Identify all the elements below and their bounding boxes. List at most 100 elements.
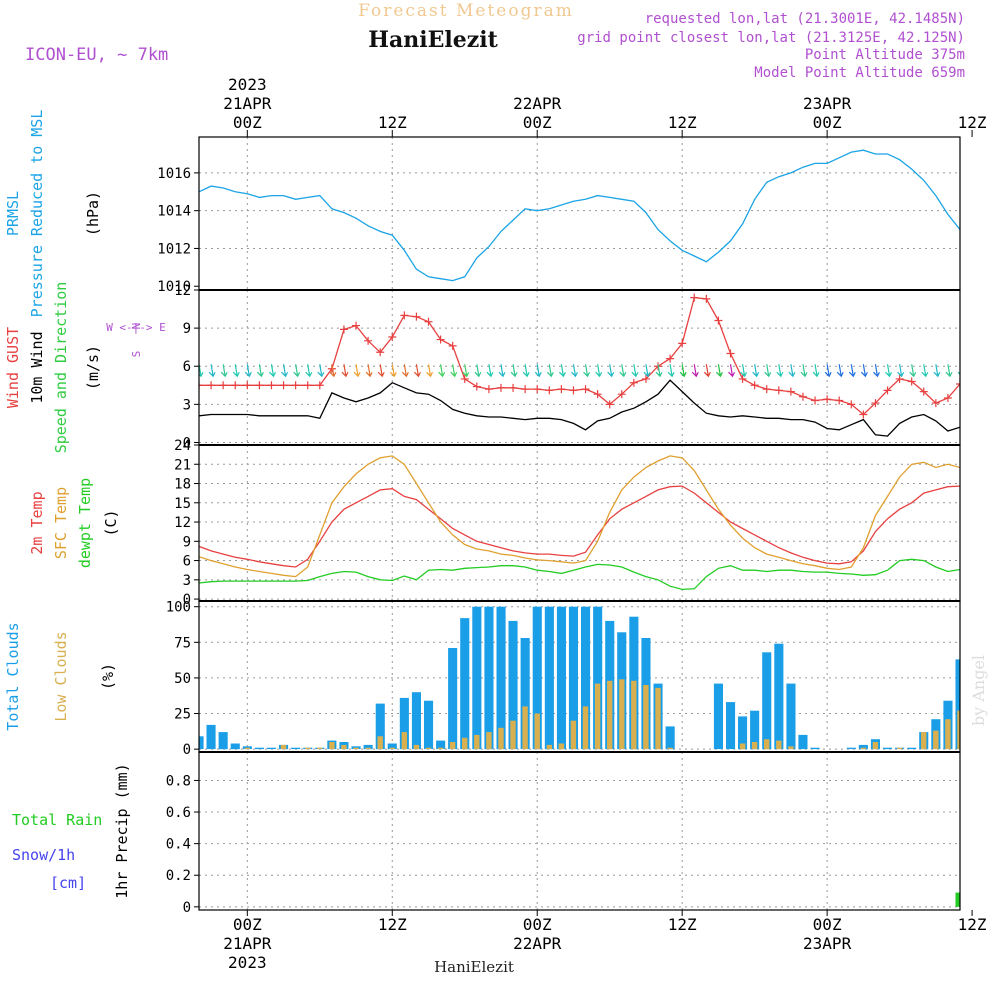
- y-tick-label: 100: [166, 600, 191, 616]
- wind-direction-arrow: [836, 364, 844, 378]
- bar-low-clouds: [751, 742, 758, 750]
- wind-direction-arrow: [293, 364, 301, 378]
- y-tick-label: 1016: [157, 166, 191, 182]
- y-tick-label: 0: [183, 742, 191, 758]
- bar-low-clouds: [462, 737, 468, 750]
- y-tick-label: 75: [174, 635, 191, 651]
- bar-total-clouds: [798, 734, 808, 750]
- bar-total-clouds: [266, 747, 276, 750]
- bar-total-clouds: [351, 746, 361, 750]
- gust-point-marker: [243, 381, 252, 390]
- bar-total-clouds: [992, 702, 1000, 749]
- panel-label: Speed and Direction: [52, 282, 70, 454]
- gust-point-marker: [859, 410, 868, 419]
- bar-total-clouds: [593, 606, 603, 750]
- wind-direction-arrow: [220, 364, 228, 378]
- gust-point-marker: [641, 374, 650, 383]
- panel-label: 10m Wind: [28, 331, 46, 403]
- panel-unit-label: (C): [102, 509, 120, 536]
- gust-point-marker: [726, 349, 735, 358]
- bar-low-clouds: [945, 719, 951, 750]
- panel-label: dewpt Temp: [76, 478, 94, 568]
- wind-direction-arrow: [691, 364, 699, 378]
- bar-total-clouds: [508, 620, 518, 750]
- bar-low-clouds: [389, 747, 395, 750]
- y-tick-label: 15: [174, 496, 191, 512]
- bar-total-clouds: [218, 732, 228, 750]
- wind-direction-arrow: [909, 364, 917, 378]
- gust-point-marker: [919, 387, 928, 396]
- gust-point-marker: [509, 383, 518, 392]
- bar-total-clouds: [460, 618, 470, 750]
- bar-total-clouds: [665, 726, 675, 750]
- bar-low-clouds: [776, 740, 782, 750]
- bar-total-clouds: [363, 744, 373, 750]
- wind-direction-arrow: [873, 364, 880, 378]
- gust-point-marker: [364, 336, 373, 345]
- bar-low-clouds: [558, 743, 565, 750]
- top-time-label: 00Z: [523, 113, 552, 132]
- bar-total-clouds: [786, 683, 796, 750]
- gust-point-marker: [255, 381, 264, 390]
- wind-direction-arrow: [269, 364, 277, 378]
- gust-point-marker: [666, 354, 675, 363]
- bottom-time-label: 22APR: [513, 934, 562, 953]
- rain-legend: Total Rain: [12, 811, 102, 829]
- bar-low-clouds: [534, 713, 540, 750]
- bar-low-clouds: [607, 680, 613, 750]
- wind-direction-arrow: [329, 364, 337, 378]
- bar-low-clouds: [655, 687, 661, 750]
- wind-direction-arrow: [522, 364, 530, 378]
- gust-point-marker: [496, 383, 505, 392]
- series-line-prmsl: [199, 149, 960, 282]
- bar-total-clouds: [411, 692, 421, 750]
- gust-point-marker: [460, 374, 469, 383]
- top-time-label: 21APR: [223, 94, 272, 113]
- gust-point-marker: [424, 317, 433, 326]
- bar-total-clouds: [472, 606, 482, 750]
- gust-point-marker: [279, 381, 288, 390]
- wind-direction-arrow: [401, 364, 409, 378]
- series-line-2m-temp: [199, 485, 960, 568]
- wind-direction-arrow: [631, 364, 639, 378]
- wind-direction-arrow: [305, 364, 313, 378]
- wind-direction-arrow: [208, 364, 216, 378]
- panel-2: 0 3 6 9 12 Wind GUST 10m Wind Speed and Directi…: [4, 282, 961, 454]
- gust-point-marker: [533, 385, 542, 394]
- bar-total-clouds: [907, 747, 917, 750]
- model-altitude: Model Point Altitude 659m: [754, 65, 965, 81]
- wind-direction-arrow: [438, 364, 446, 378]
- y-tick-label: 12: [174, 283, 191, 299]
- gust-point-marker: [545, 386, 554, 395]
- y-tick-label: 3: [183, 397, 191, 413]
- y-tick-label: 9: [183, 321, 191, 337]
- gridpoint-coords: grid point closest lon,lat (21.3125E, 42…: [577, 30, 965, 46]
- wind-direction-arrow: [740, 364, 748, 378]
- bar-total-clouds: [520, 638, 530, 750]
- gust-point-marker: [798, 392, 807, 401]
- gust-point-marker: [231, 381, 240, 390]
- wind-direction-arrow: [933, 364, 941, 378]
- wind-direction-arrow: [571, 364, 578, 378]
- gust-point-marker: [823, 395, 832, 404]
- bar-total-clouds: [242, 746, 252, 750]
- wind-direction-arrow: [426, 364, 434, 378]
- bar-low-clouds: [594, 683, 601, 750]
- bar-low-clouds: [449, 742, 456, 750]
- bar-total-clouds: [774, 643, 784, 750]
- wind-direction-arrow: [848, 364, 856, 378]
- gust-point-marker: [400, 311, 409, 320]
- wind-direction-arrow: [619, 364, 627, 378]
- gust-point-marker: [412, 312, 421, 321]
- panel-label: SFC Temp: [52, 487, 70, 559]
- location-title: HaniElezit: [368, 27, 498, 53]
- wind-direction-arrow: [281, 364, 289, 378]
- panel-unit-label: 1hr Precip (mm): [113, 763, 131, 898]
- gust-point-marker: [484, 385, 493, 394]
- gust-point-marker: [291, 381, 300, 390]
- y-tick-label: 1014: [157, 204, 191, 220]
- bar-total-clouds: [738, 716, 748, 750]
- y-tick-label: 0: [183, 900, 191, 916]
